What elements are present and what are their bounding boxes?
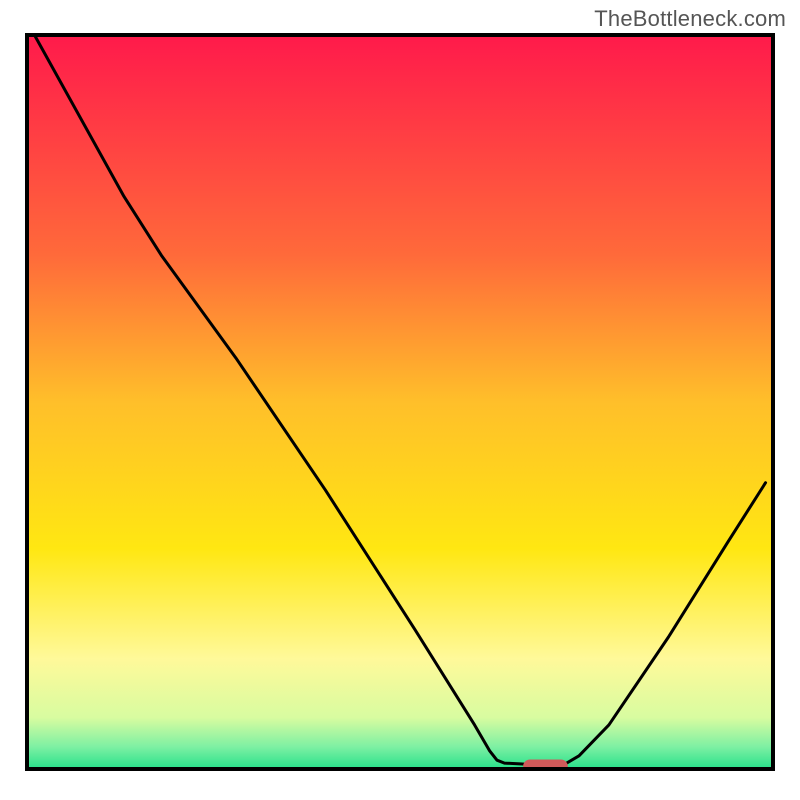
watermark-text: TheBottleneck.com bbox=[594, 6, 786, 32]
chart-gradient-background bbox=[27, 35, 773, 769]
bottleneck-curve-chart bbox=[0, 0, 800, 800]
